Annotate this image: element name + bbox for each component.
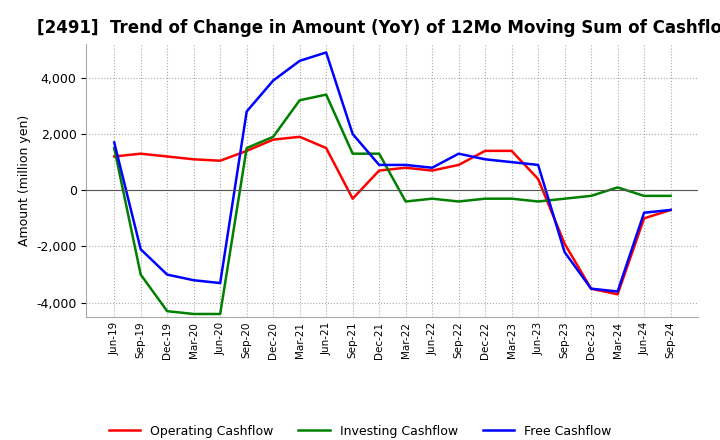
Operating Cashflow — [401, 165, 410, 170]
Investing Cashflow — [534, 199, 542, 204]
Investing Cashflow — [587, 193, 595, 198]
Investing Cashflow — [189, 312, 198, 317]
Operating Cashflow — [348, 196, 357, 202]
Investing Cashflow — [348, 151, 357, 156]
Investing Cashflow — [401, 199, 410, 204]
Operating Cashflow — [189, 157, 198, 162]
Free Cashflow — [560, 249, 569, 255]
Free Cashflow — [375, 162, 384, 168]
Operating Cashflow — [481, 148, 490, 154]
Line: Operating Cashflow: Operating Cashflow — [114, 137, 670, 294]
Free Cashflow — [534, 162, 542, 168]
Investing Cashflow — [110, 145, 119, 150]
Operating Cashflow — [375, 168, 384, 173]
Operating Cashflow — [322, 145, 330, 150]
Operating Cashflow — [269, 137, 277, 142]
Free Cashflow — [454, 151, 463, 156]
Operating Cashflow — [243, 148, 251, 154]
Operating Cashflow — [163, 154, 171, 159]
Investing Cashflow — [481, 196, 490, 202]
Free Cashflow — [348, 132, 357, 137]
Free Cashflow — [481, 157, 490, 162]
Investing Cashflow — [508, 196, 516, 202]
Operating Cashflow — [560, 241, 569, 246]
Investing Cashflow — [295, 98, 304, 103]
Free Cashflow — [587, 286, 595, 291]
Free Cashflow — [189, 278, 198, 283]
Operating Cashflow — [428, 168, 436, 173]
Investing Cashflow — [454, 199, 463, 204]
Investing Cashflow — [640, 193, 649, 198]
Free Cashflow — [136, 247, 145, 252]
Investing Cashflow — [269, 134, 277, 139]
Free Cashflow — [269, 78, 277, 83]
Free Cashflow — [295, 58, 304, 63]
Investing Cashflow — [243, 145, 251, 150]
Free Cashflow — [243, 109, 251, 114]
Operating Cashflow — [640, 216, 649, 221]
Free Cashflow — [110, 140, 119, 145]
Free Cashflow — [401, 162, 410, 168]
Operating Cashflow — [508, 148, 516, 154]
Free Cashflow — [508, 159, 516, 165]
Line: Investing Cashflow: Investing Cashflow — [114, 95, 670, 314]
Line: Free Cashflow: Free Cashflow — [114, 52, 670, 291]
Investing Cashflow — [322, 92, 330, 97]
Operating Cashflow — [587, 286, 595, 291]
Free Cashflow — [428, 165, 436, 170]
Free Cashflow — [640, 210, 649, 216]
Operating Cashflow — [110, 154, 119, 159]
Operating Cashflow — [666, 207, 675, 213]
Operating Cashflow — [295, 134, 304, 139]
Free Cashflow — [216, 280, 225, 286]
Investing Cashflow — [428, 196, 436, 202]
Investing Cashflow — [216, 312, 225, 317]
Investing Cashflow — [136, 272, 145, 277]
Investing Cashflow — [163, 308, 171, 314]
Free Cashflow — [322, 50, 330, 55]
Operating Cashflow — [216, 158, 225, 163]
Y-axis label: Amount (million yen): Amount (million yen) — [18, 115, 31, 246]
Legend: Operating Cashflow, Investing Cashflow, Free Cashflow: Operating Cashflow, Investing Cashflow, … — [104, 420, 616, 440]
Operating Cashflow — [534, 176, 542, 182]
Investing Cashflow — [375, 151, 384, 156]
Operating Cashflow — [136, 151, 145, 156]
Investing Cashflow — [613, 185, 622, 190]
Investing Cashflow — [666, 193, 675, 198]
Free Cashflow — [163, 272, 171, 277]
Free Cashflow — [666, 207, 675, 213]
Operating Cashflow — [454, 162, 463, 168]
Title: [2491]  Trend of Change in Amount (YoY) of 12Mo Moving Sum of Cashflows: [2491] Trend of Change in Amount (YoY) o… — [37, 19, 720, 37]
Operating Cashflow — [613, 292, 622, 297]
Investing Cashflow — [560, 196, 569, 202]
Free Cashflow — [613, 289, 622, 294]
